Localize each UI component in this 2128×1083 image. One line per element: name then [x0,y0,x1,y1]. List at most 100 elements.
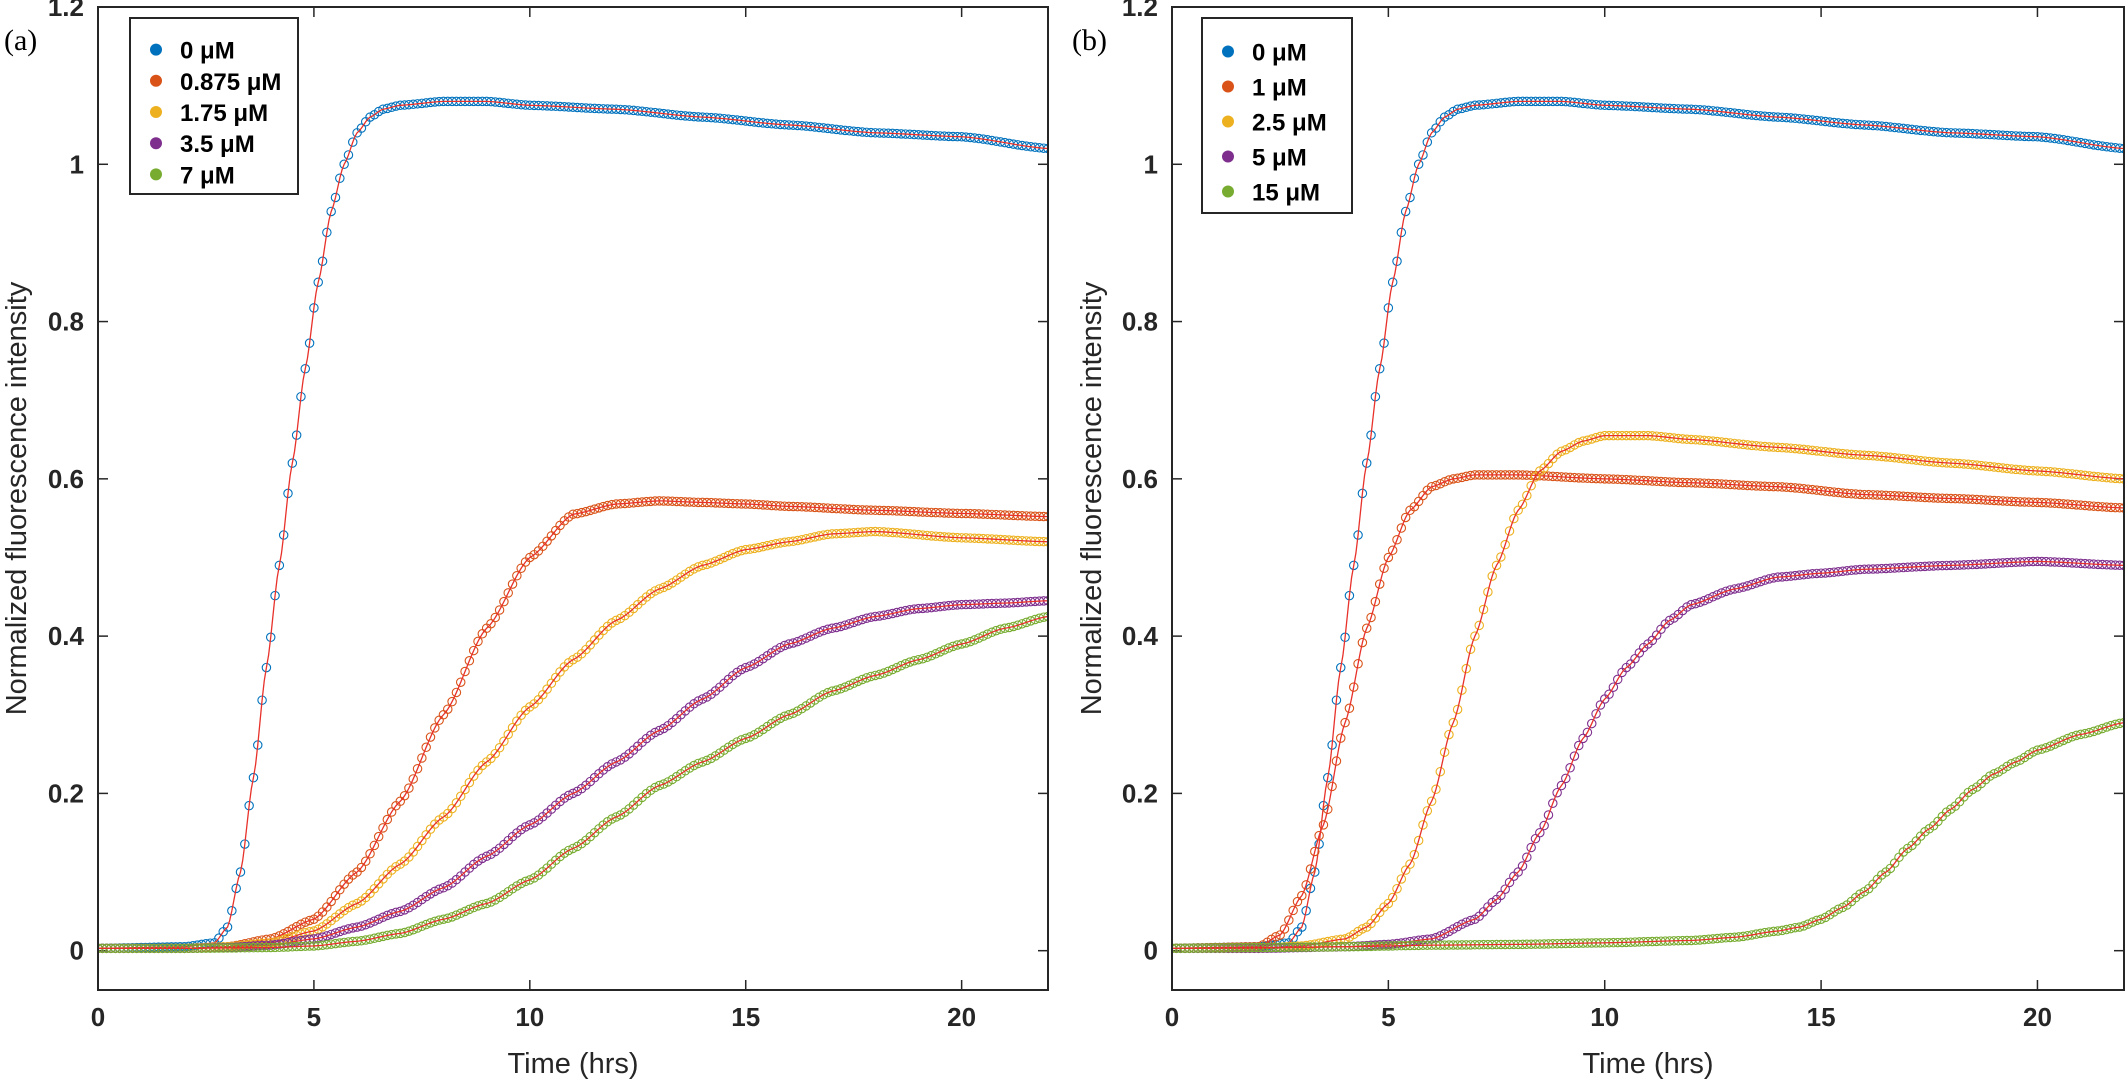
legend-entry: 15 μM [1252,180,1320,207]
data-point [335,173,345,184]
data-point [689,760,699,771]
data-point [1569,751,1580,761]
data-point [1712,590,1722,600]
data-point [520,822,531,832]
data-point [693,696,703,706]
data-point [455,908,466,919]
data-point [1405,859,1415,869]
legend-entry: 3.5 μM [180,131,255,158]
data-point [2101,722,2112,732]
y-tick-label: 1 [1144,149,1158,179]
data-point [300,363,311,374]
data-point [702,559,712,570]
data-point [987,627,997,638]
data-point [1413,159,1424,170]
data-point [995,624,1006,635]
data-point [395,906,406,917]
data-point [1439,477,1450,487]
data-point [728,548,738,559]
data-point [473,636,483,647]
data-point [1030,614,1040,625]
data-point [693,562,703,572]
data-point [520,876,531,887]
data-point [840,620,850,630]
data-point [1349,682,1359,692]
data-point [1017,619,1027,629]
data-point [386,102,397,113]
data-point [978,631,988,641]
data-point [1487,571,1497,581]
data-point [369,916,380,926]
data-point [1574,740,1584,751]
data-point [969,635,980,645]
data-point [360,856,371,867]
data-point [1522,490,1532,501]
data-point [654,780,665,791]
data-point [430,723,440,733]
data-point [1435,766,1446,777]
data-point [304,915,315,926]
data-point [866,671,876,682]
data-point [1587,434,1597,444]
data-point [378,931,388,942]
data-point [697,757,708,767]
data-point [935,647,945,657]
data-point [835,621,846,632]
data-point [1457,919,1467,930]
data-point [1353,658,1363,669]
x-tick-label: 0 [91,1002,105,1032]
data-point [1526,481,1536,491]
data-point [788,638,798,648]
data-point [1556,446,1567,457]
data-point [831,622,842,633]
data-point [1374,579,1385,589]
data-point [356,123,367,133]
data-point [611,615,621,626]
data-point [1000,623,1010,634]
x-tick-label: 20 [2023,1002,2052,1032]
x-tick-label: 15 [1807,1002,1836,1032]
data-point [296,919,306,930]
data-point [948,641,958,652]
panel-label: (b) [1072,24,1107,57]
y-tick-label: 0.2 [48,778,84,808]
data-point [516,878,526,889]
data-point [287,458,298,468]
legend-marker [1222,150,1234,163]
data-point [982,629,993,639]
data-point [762,540,773,551]
data-point [451,910,462,920]
data-point [1361,458,1372,468]
data-point [2006,758,2017,769]
data-point [382,814,393,825]
data-point [1552,787,1562,798]
data-point [788,708,798,718]
data-point [1435,931,1446,941]
data-point [1336,733,1346,743]
legend-marker [150,43,162,56]
data-point [1548,798,1558,809]
data-point [460,784,470,795]
data-point [373,914,384,924]
data-point [926,650,937,661]
data-point [503,729,513,740]
data-point [784,639,794,649]
data-point [434,884,444,895]
data-point [658,582,669,593]
data-point [1396,874,1407,884]
data-point [1409,849,1420,860]
data-point [468,645,479,656]
data-point [1764,574,1774,584]
data-point [1565,763,1575,773]
data-point [1400,512,1411,523]
data-point [1496,890,1506,901]
data-point [1582,435,1593,446]
data-point [1483,587,1493,597]
data-point [1392,883,1402,894]
data-point [1284,915,1294,925]
data-point [563,790,574,801]
legend-marker [1222,45,1234,58]
data-point [2067,732,2077,742]
data-point [758,541,768,552]
data-point [1444,475,1454,485]
